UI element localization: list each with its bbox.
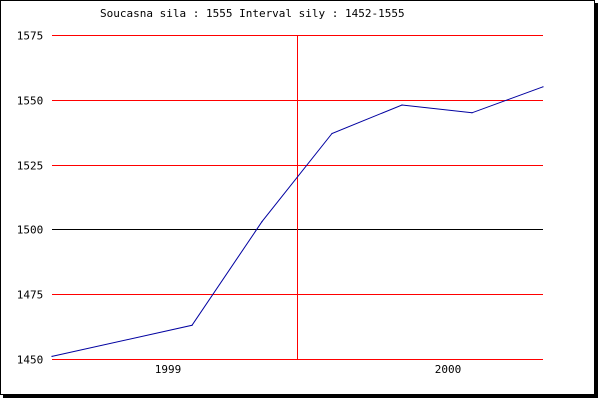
series-group bbox=[51, 86, 544, 357]
x-tick-labels: 1999 2000 bbox=[155, 363, 462, 376]
series-point bbox=[191, 324, 193, 326]
series-point bbox=[331, 132, 333, 135]
y-tick-label: 1500 bbox=[17, 224, 44, 237]
series-point bbox=[542, 86, 544, 88]
grid-lines bbox=[52, 35, 543, 360]
y-tick-label: 1575 bbox=[17, 30, 44, 43]
chart-header: Soucasna sila : 1555 Interval sily : 145… bbox=[100, 7, 405, 20]
series-point bbox=[261, 221, 263, 223]
x-tick-label: 2000 bbox=[435, 363, 462, 376]
series-point bbox=[401, 104, 403, 106]
y-tick-label: 1450 bbox=[17, 354, 44, 367]
y-tick-label: 1550 bbox=[17, 95, 44, 108]
y-tick-label: 1525 bbox=[17, 160, 44, 173]
series-point bbox=[51, 355, 53, 357]
series-point bbox=[471, 112, 473, 114]
x-tick-label: 1999 bbox=[155, 363, 182, 376]
y-tick-label: 1475 bbox=[17, 289, 44, 302]
y-tick-labels: 1450 1475 1500 1525 1550 1575 bbox=[17, 30, 44, 367]
